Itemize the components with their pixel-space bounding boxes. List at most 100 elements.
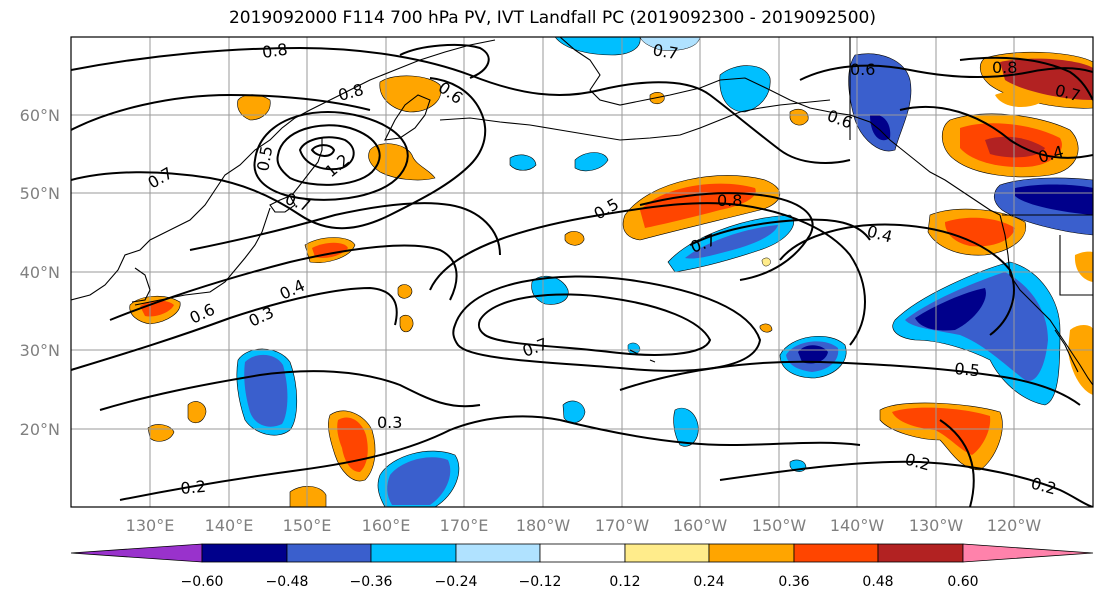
shade-red-ne-pacific bbox=[945, 217, 1015, 247]
contour-0-7-center bbox=[689, 218, 871, 246]
contour-0-7-west bbox=[71, 93, 371, 131]
lon-label-170e: 170°E bbox=[440, 516, 489, 535]
contour-label: 0.6 bbox=[850, 60, 875, 79]
colorbar-tick: −0.48 bbox=[266, 574, 309, 590]
contour-lines bbox=[71, 43, 1093, 507]
lat-label-60n: 60°N bbox=[20, 106, 60, 125]
shade-orange-small-4 bbox=[399, 314, 414, 333]
contour-0-8-north bbox=[71, 46, 851, 164]
colorbar-tick: 0.12 bbox=[609, 574, 640, 590]
colorbar-segment bbox=[70, 543, 203, 563]
lat-label-20n: 20°N bbox=[20, 420, 60, 439]
coastlines bbox=[71, 37, 1093, 386]
colorbar-ticks: −0.60 −0.48 −0.36 −0.24 −0.12 0.12 0.24 … bbox=[181, 574, 979, 590]
lon-label-120w: 120°W bbox=[987, 516, 1042, 535]
contour-0-3-south bbox=[99, 370, 481, 411]
shade-orange-ohotsk bbox=[368, 143, 436, 181]
contour-low-ring-1 bbox=[253, 111, 409, 201]
contour-0-5 bbox=[189, 202, 501, 256]
contour-0-6-mid bbox=[71, 77, 487, 230]
contour-0-4-ne bbox=[899, 105, 1093, 159]
map-title: 2019092000 F114 700 hPa PV, IVT Landfall… bbox=[228, 8, 876, 28]
contour-0-2-south bbox=[119, 415, 561, 501]
contour-0-2-se bbox=[719, 460, 1093, 507]
coast-alaska bbox=[559, 37, 901, 149]
lon-label-160w: 160°W bbox=[673, 516, 728, 535]
lon-label-130w: 130°W bbox=[909, 516, 964, 535]
contour-0-3-se bbox=[939, 419, 975, 507]
contour-0-6-center-ring bbox=[452, 275, 762, 372]
coast-japan bbox=[134, 207, 271, 306]
colorbar-segment bbox=[539, 543, 626, 563]
coast-korea bbox=[131, 267, 151, 303]
contour-label: 0.5 bbox=[954, 359, 981, 380]
shade-blue-50n-170w bbox=[574, 152, 609, 172]
colorbar-tick: −0.36 bbox=[350, 574, 393, 590]
coast-japan-hokkaido bbox=[269, 195, 296, 213]
contour-0-3 bbox=[71, 286, 398, 371]
shade-orange-small-7 bbox=[789, 108, 809, 126]
coast-alaska-panhandle bbox=[899, 147, 1001, 216]
contour-label: 0.5 bbox=[253, 144, 276, 172]
colorbar-segment bbox=[877, 543, 964, 563]
shade-medblue-wpac-15n bbox=[387, 457, 451, 505]
colorbar-segment bbox=[370, 543, 457, 563]
contour-label: 0.8 bbox=[261, 40, 289, 62]
shade-red-se bbox=[892, 407, 991, 455]
contour-0-7-center-ring bbox=[477, 293, 712, 356]
shade-blue-20n-173w bbox=[562, 400, 586, 424]
coast-na-west bbox=[999, 214, 1093, 386]
shade-orange-small-5 bbox=[564, 231, 585, 246]
lat-label-50n: 50°N bbox=[20, 184, 60, 203]
lon-label-140w: 140°W bbox=[830, 516, 885, 535]
colorbar-tick: −0.24 bbox=[435, 574, 478, 590]
shade-darkred-gulf-alaska bbox=[985, 136, 1045, 158]
contour-0-8-center bbox=[639, 192, 814, 281]
colorbar-tick: 0.36 bbox=[778, 574, 809, 590]
colorbar-segment bbox=[624, 543, 710, 563]
colorbar-tick: −0.60 bbox=[181, 574, 224, 590]
lon-label-150w: 150°W bbox=[752, 516, 807, 535]
shade-lightblue-top bbox=[639, 37, 701, 51]
shade-blue-bering bbox=[719, 65, 771, 113]
map-panel: 0.8 0.8 0.6 0.7 0.6 0.6 0.8 0.7 0.7 0.5 … bbox=[70, 36, 1094, 508]
colorbar-segment bbox=[708, 543, 795, 563]
shade-red-hokkaido-east bbox=[312, 242, 348, 258]
colorbar-segment bbox=[201, 543, 288, 563]
contour-0-5-east bbox=[619, 360, 1081, 406]
contour-0-4-east bbox=[779, 223, 1015, 336]
coast-asia-mainland bbox=[71, 39, 496, 301]
coast-state-border bbox=[1059, 235, 1093, 296]
coast-aleutians bbox=[439, 99, 831, 141]
lon-label-180w: 180°W bbox=[516, 516, 571, 535]
shade-orange-kamchatka bbox=[379, 75, 442, 113]
contour-low-core bbox=[310, 144, 336, 157]
lat-label-40n: 40°N bbox=[20, 263, 60, 282]
lon-label-140e: 140°E bbox=[205, 516, 254, 535]
contour-label: 0.3 bbox=[377, 413, 402, 432]
contour-label: 0.7 bbox=[651, 40, 679, 63]
shade-orange-small-2 bbox=[187, 401, 207, 424]
contour-low-ring-3 bbox=[298, 136, 355, 171]
coast-kuril-sakhalin bbox=[291, 138, 323, 196]
colorbar-tick: −0.12 bbox=[519, 574, 562, 590]
latitude-labels: 60°N 50°N 40°N 30°N 20°N bbox=[20, 106, 60, 439]
shade-red-central-band bbox=[640, 183, 756, 228]
lon-label-150e: 150°E bbox=[283, 516, 332, 535]
contour-0-7-ne bbox=[959, 56, 1093, 101]
shade-darkblue-right-edge bbox=[1015, 184, 1093, 215]
shade-blue-50n-175w bbox=[509, 154, 537, 171]
shade-medblue-central-band bbox=[685, 225, 778, 259]
longitude-labels: 130°E 140°E 150°E 160°E 170°E 180°W 170°… bbox=[126, 516, 1042, 535]
coast-kamchatka bbox=[384, 94, 431, 141]
contour-label: 0.8 bbox=[992, 58, 1017, 77]
coast-baja bbox=[1054, 329, 1079, 373]
contour-north-loop bbox=[399, 43, 490, 79]
colorbar bbox=[70, 543, 1094, 563]
colorbar-segment bbox=[455, 543, 541, 563]
contour-label: 0.8 bbox=[717, 191, 742, 210]
shade-orange-small-topright bbox=[995, 91, 1040, 107]
colorbar-tick: 0.24 bbox=[693, 574, 724, 590]
shade-orange-right-30n bbox=[1068, 325, 1093, 395]
